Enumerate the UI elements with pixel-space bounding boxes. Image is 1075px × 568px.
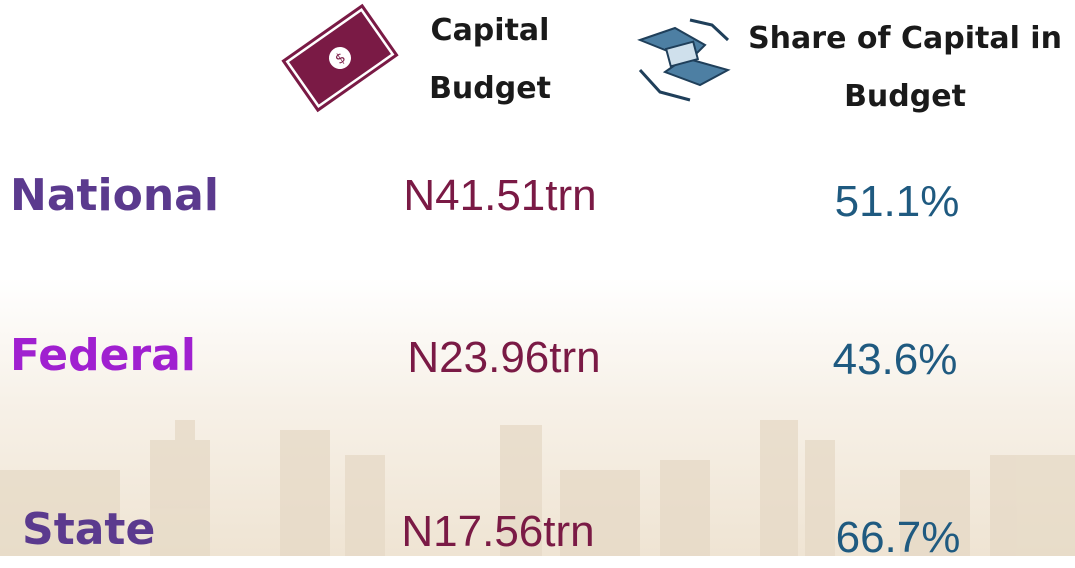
- capital-value: N23.96trn: [407, 333, 601, 382]
- background-skyline: $: [0, 3, 1075, 556]
- row-label: National: [10, 170, 219, 221]
- handshake-icon: [637, 18, 731, 102]
- row-label: State: [22, 504, 156, 555]
- capital-value: N17.56trn: [401, 507, 595, 556]
- share-value: 51.1%: [834, 177, 960, 226]
- money-icon: $: [281, 3, 399, 113]
- column-header: Share of Capital in Budget: [748, 21, 1062, 114]
- share-value: 66.7%: [835, 513, 961, 562]
- capital-value: N41.51trn: [403, 171, 597, 220]
- column-header: Capital Budget: [429, 13, 551, 106]
- share-value: 43.6%: [832, 335, 958, 384]
- row-label: Federal: [10, 330, 196, 381]
